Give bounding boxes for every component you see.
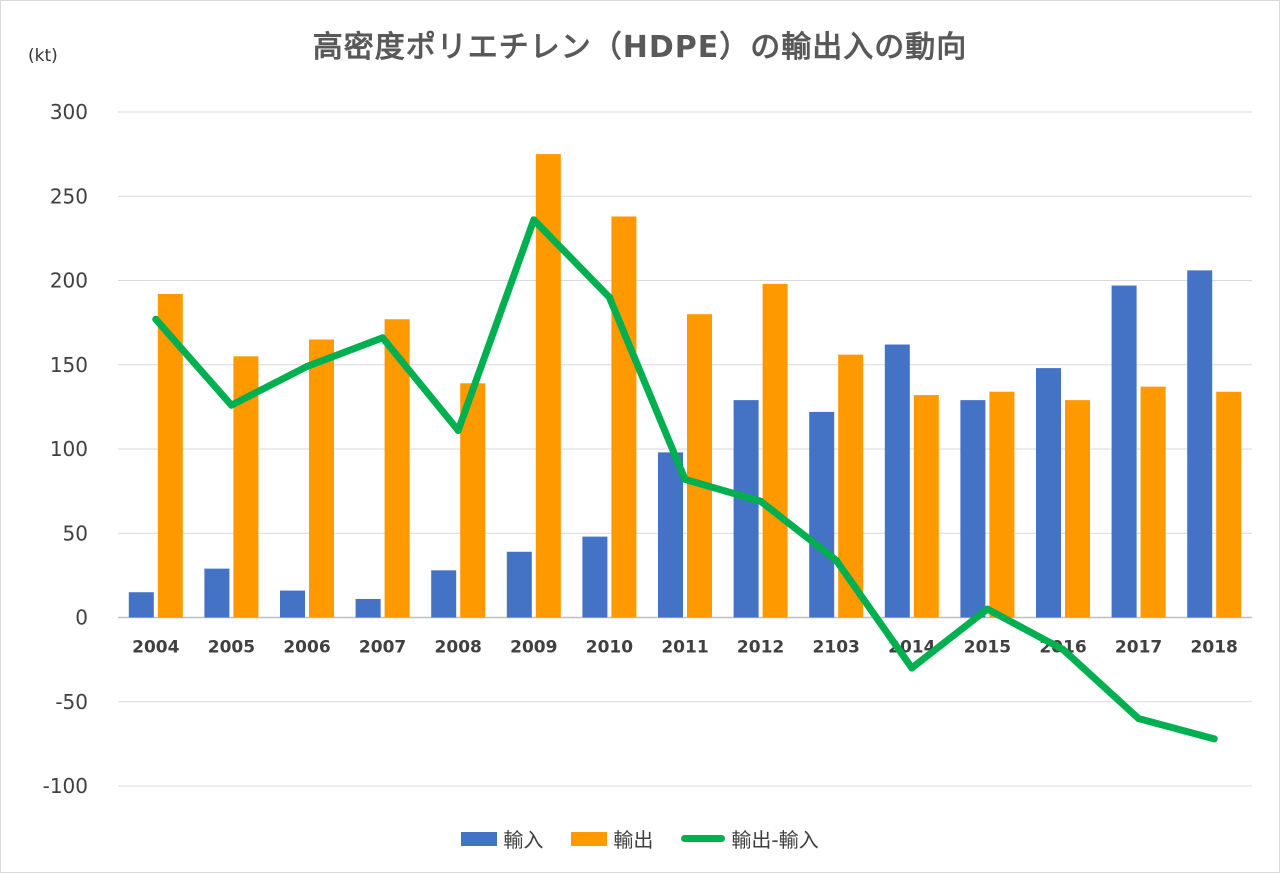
line-point-net-exports bbox=[227, 401, 235, 409]
x-tick-label: 2009 bbox=[510, 638, 557, 658]
line-point-net-exports bbox=[152, 315, 160, 323]
legend: 輸入 輸出 輸出-輸入 bbox=[0, 824, 1280, 853]
line-point-net-exports bbox=[983, 605, 991, 613]
bar-exports bbox=[611, 216, 637, 618]
line-point-net-exports bbox=[379, 334, 387, 342]
bar-exports bbox=[762, 283, 788, 618]
legend-item-imports: 輸入 bbox=[461, 824, 543, 853]
line-point-net-exports bbox=[303, 362, 311, 370]
bar-imports bbox=[506, 551, 532, 618]
chart-title: 高密度ポリエチレン（HDPE）の輸出入の動向 bbox=[312, 30, 968, 65]
x-tick-label: 2005 bbox=[208, 638, 255, 658]
bar-exports bbox=[913, 395, 939, 618]
y-tick-label: 300 bbox=[50, 100, 88, 124]
line-point-net-exports bbox=[681, 475, 689, 483]
legend-label-exports: 輸出 bbox=[613, 828, 654, 852]
line-point-net-exports bbox=[757, 497, 765, 505]
y-tick-label: 100 bbox=[50, 437, 88, 461]
y-tick-label: 250 bbox=[50, 184, 88, 208]
legend-label-imports: 輸入 bbox=[503, 828, 544, 852]
bar-exports bbox=[309, 339, 334, 618]
bar-imports bbox=[733, 400, 759, 618]
line-point-net-exports bbox=[605, 293, 613, 301]
bar-imports bbox=[280, 590, 305, 618]
y-axis-unit-label: (kt) bbox=[28, 46, 58, 66]
bar-imports bbox=[1111, 285, 1137, 618]
x-tick-label: 2007 bbox=[359, 638, 406, 658]
x-tick-label: 2018 bbox=[1191, 638, 1238, 658]
bar-imports bbox=[884, 344, 910, 618]
bar-imports bbox=[204, 568, 230, 618]
legend-swatch-imports bbox=[461, 831, 498, 846]
x-tick-label: 2015 bbox=[964, 638, 1011, 658]
line-point-net-exports bbox=[832, 556, 840, 564]
x-tick-label: 2004 bbox=[132, 638, 179, 658]
y-tick-label: 200 bbox=[50, 269, 88, 293]
bar-imports bbox=[431, 570, 457, 618]
line-point-net-exports bbox=[908, 664, 916, 672]
x-tick-label: 2103 bbox=[813, 638, 860, 658]
bar-imports bbox=[1187, 270, 1213, 618]
bar-imports bbox=[658, 452, 683, 618]
x-tick-label: 2012 bbox=[737, 638, 784, 658]
x-tick-label: 2017 bbox=[1115, 638, 1162, 658]
x-tick-label: 2010 bbox=[586, 638, 633, 658]
x-tick-label: 2011 bbox=[661, 638, 708, 658]
bar-imports bbox=[960, 400, 986, 618]
bar-exports bbox=[1065, 400, 1090, 618]
x-tick-label: 2006 bbox=[283, 638, 330, 658]
y-tick-label: -100 bbox=[43, 774, 88, 798]
legend-item-net: 輸出-輸入 bbox=[681, 824, 819, 853]
y-tick-label: 50 bbox=[63, 521, 88, 545]
bar-imports bbox=[128, 592, 154, 618]
legend-swatch-exports bbox=[571, 831, 608, 846]
bar-exports bbox=[1140, 386, 1166, 618]
bar-exports bbox=[1216, 391, 1242, 618]
y-tick-label: 150 bbox=[50, 353, 88, 377]
line-point-net-exports bbox=[1210, 735, 1218, 743]
x-tick-label: 2008 bbox=[435, 638, 482, 658]
line-point-net-exports bbox=[454, 426, 462, 434]
bar-imports bbox=[1036, 368, 1061, 618]
line-point-net-exports bbox=[530, 216, 538, 224]
y-tick-label: 0 bbox=[75, 606, 88, 630]
line-point-net-exports bbox=[1059, 646, 1067, 654]
bar-exports bbox=[989, 391, 1015, 618]
y-tick-label: -50 bbox=[55, 690, 88, 714]
line-point-net-exports bbox=[1135, 715, 1143, 723]
legend-item-exports: 輸出 bbox=[571, 824, 653, 853]
legend-swatch-net bbox=[681, 835, 726, 842]
bar-imports bbox=[582, 536, 608, 618]
bar-imports bbox=[355, 598, 381, 618]
bar-imports bbox=[809, 411, 835, 618]
legend-label-net: 輸出-輸入 bbox=[731, 828, 819, 852]
bar-exports bbox=[687, 314, 712, 618]
